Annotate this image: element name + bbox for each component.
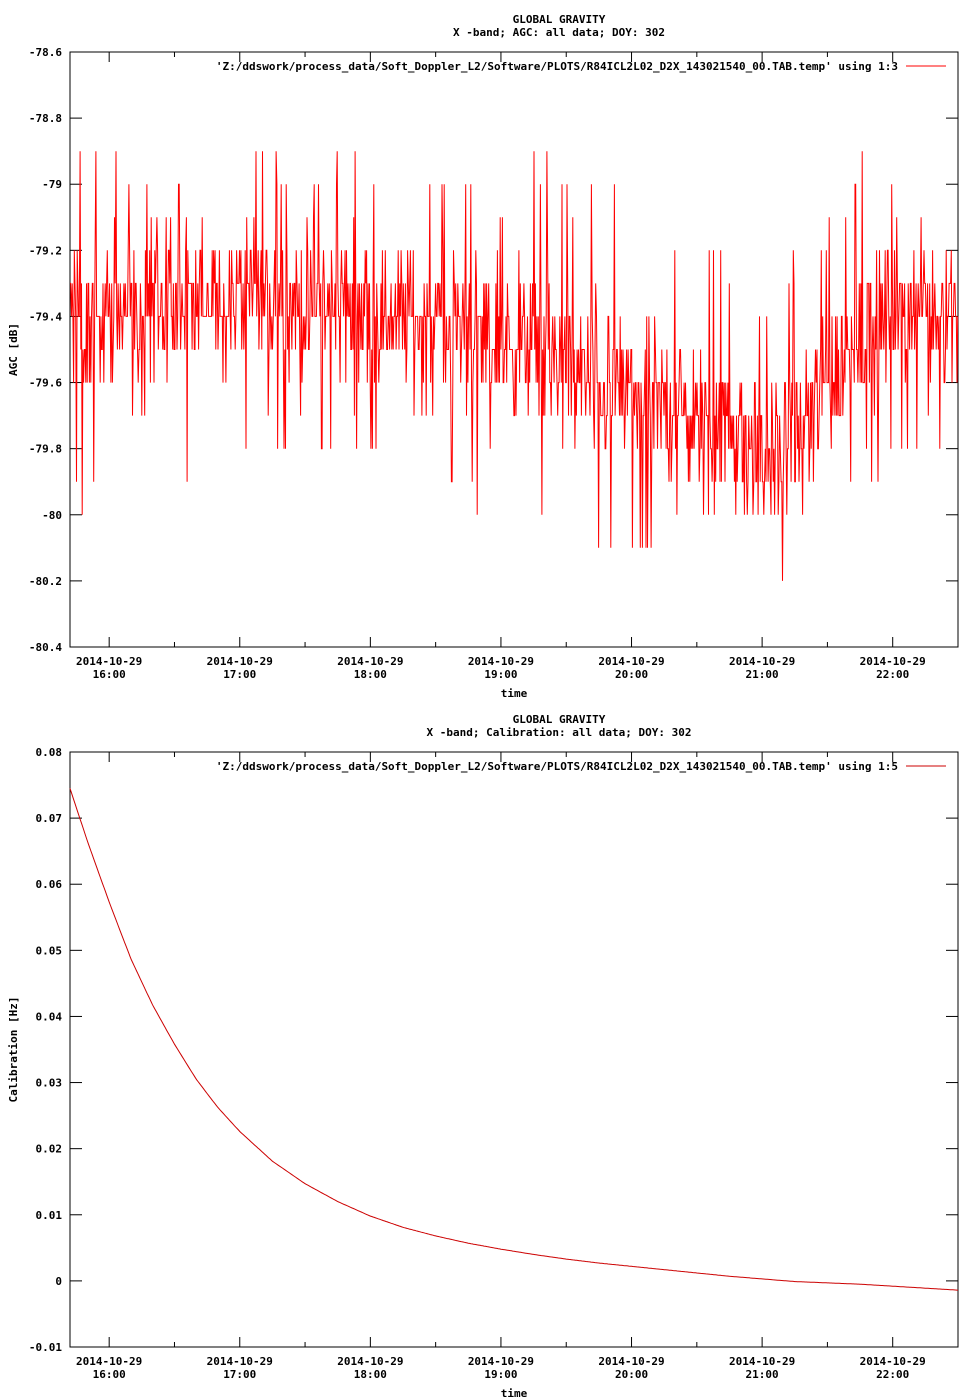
x-axis-label: time — [501, 1387, 528, 1400]
x-tick-label-time: 17:00 — [223, 668, 256, 681]
y-tick-label: 0.07 — [36, 812, 63, 825]
x-tick-label-date: 2014-10-29 — [598, 1355, 664, 1368]
x-tick-label-time: 18:00 — [354, 668, 387, 681]
x-tick-label-time: 16:00 — [93, 1368, 126, 1381]
x-tick-label-time: 17:00 — [223, 1368, 256, 1381]
y-tick-label: 0 — [55, 1275, 62, 1288]
y-tick-label: 0.08 — [36, 746, 63, 759]
x-axis-label: time — [501, 687, 528, 700]
x-tick-label-date: 2014-10-29 — [76, 655, 142, 668]
y-tick-label: 0.01 — [36, 1209, 63, 1222]
chart-title: GLOBAL GRAVITY — [513, 713, 606, 726]
x-tick-label-time: 21:00 — [746, 668, 779, 681]
x-tick-label-time: 20:00 — [615, 668, 648, 681]
x-tick-label-date: 2014-10-29 — [468, 1355, 534, 1368]
y-tick-label: 0.04 — [36, 1010, 63, 1023]
x-tick-label-date: 2014-10-29 — [729, 655, 795, 668]
x-tick-label-time: 19:00 — [484, 668, 517, 681]
y-tick-label: -78.6 — [29, 46, 62, 59]
x-tick-label-time: 21:00 — [746, 1368, 779, 1381]
x-tick-label-date: 2014-10-29 — [729, 1355, 795, 1368]
y-tick-label: 0.06 — [36, 878, 63, 891]
agc-chart: GLOBAL GRAVITY X -band; AGC: all data; D… — [7, 13, 959, 700]
legend-label: 'Z:/ddswork/process_data/Soft_Doppler_L2… — [216, 60, 898, 73]
x-tick-label-date: 2014-10-29 — [860, 655, 926, 668]
x-tick-label-time: 16:00 — [93, 668, 126, 681]
y-tick-label: -80.2 — [29, 575, 62, 588]
legend-label: 'Z:/ddswork/process_data/Soft_Doppler_L2… — [216, 760, 898, 773]
chart-title: GLOBAL GRAVITY — [513, 13, 606, 26]
x-tick-label-time: 19:00 — [484, 1368, 517, 1381]
x-tick-label-time: 20:00 — [615, 1368, 648, 1381]
series-line — [70, 151, 959, 581]
x-tick-label-date: 2014-10-29 — [207, 655, 273, 668]
plot-frame — [69, 751, 959, 1348]
x-tick-label-date: 2014-10-29 — [207, 1355, 273, 1368]
y-tick-label: 0.05 — [36, 944, 63, 957]
x-tick-label-time: 18:00 — [354, 1368, 387, 1381]
y-tick-label: -78.8 — [29, 112, 62, 125]
x-tick-label-time: 22:00 — [876, 1368, 909, 1381]
y-tick-label: -80.4 — [29, 641, 62, 654]
x-tick-label-date: 2014-10-29 — [860, 1355, 926, 1368]
y-tick-label: -79.4 — [29, 310, 62, 323]
y-tick-label: 0.02 — [36, 1143, 63, 1156]
y-tick-label: 0.03 — [36, 1077, 63, 1090]
y-tick-label: -0.01 — [29, 1341, 62, 1354]
plot-frame — [69, 51, 959, 648]
y-tick-label: -79.8 — [29, 443, 62, 456]
y-axis-label: AGC [dB] — [7, 323, 20, 376]
x-tick-label-time: 22:00 — [876, 668, 909, 681]
y-tick-label: -80 — [42, 509, 62, 522]
y-axis-label: Calibration [Hz] — [7, 997, 20, 1103]
chart-subtitle: X -band; AGC: all data; DOY: 302 — [453, 26, 665, 39]
y-tick-label: -79 — [42, 178, 62, 191]
x-tick-label-date: 2014-10-29 — [337, 655, 403, 668]
x-tick-label-date: 2014-10-29 — [337, 1355, 403, 1368]
y-tick-label: -79.2 — [29, 244, 62, 257]
calibration-chart: GLOBAL GRAVITY X -band; Calibration: all… — [7, 713, 959, 1400]
series-line — [69, 788, 958, 1291]
chart-subtitle: X -band; Calibration: all data; DOY: 302 — [427, 726, 692, 739]
x-tick-label-date: 2014-10-29 — [598, 655, 664, 668]
x-tick-label-date: 2014-10-29 — [76, 1355, 142, 1368]
y-tick-label: -79.6 — [29, 377, 62, 390]
x-tick-label-date: 2014-10-29 — [468, 655, 534, 668]
